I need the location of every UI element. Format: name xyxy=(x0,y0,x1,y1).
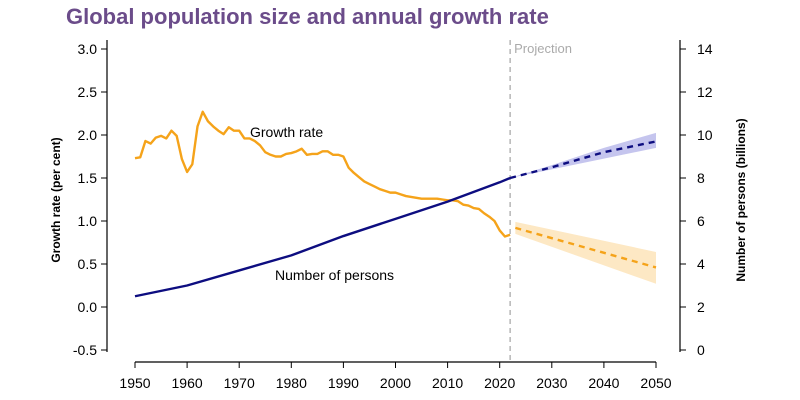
x-tick-label: 2050 xyxy=(640,375,671,391)
population-band xyxy=(510,132,656,178)
y-left-tick-label: 2.5 xyxy=(78,84,98,100)
y-left-tick-label: 1.5 xyxy=(78,170,98,186)
population-projection xyxy=(509,140,657,180)
population-line xyxy=(134,176,511,298)
y-left-tick-label: 2.0 xyxy=(78,127,98,143)
y-right-tick-label: 6 xyxy=(697,213,705,229)
x-tick-label: 2040 xyxy=(588,375,619,391)
y-right-tick-label: 8 xyxy=(697,170,705,186)
y-right-tick-label: 10 xyxy=(697,127,713,143)
projection-label: Projection xyxy=(514,41,572,56)
x-tick-label: 1970 xyxy=(224,375,255,391)
y-left-tick-label: 1.0 xyxy=(78,213,98,229)
x-tick-label: 2000 xyxy=(380,375,411,391)
y-left-tick-label: 0.5 xyxy=(78,256,98,272)
y-right-label: Number of persons (billions) xyxy=(734,118,748,281)
x-tick-label: 2030 xyxy=(536,375,567,391)
y-right-tick-label: 12 xyxy=(697,84,713,100)
y-right-tick-label: 0 xyxy=(697,342,705,358)
growth-rate-label: Growth rate xyxy=(250,124,323,140)
x-tick-label: 2010 xyxy=(432,375,463,391)
growth-rate-band xyxy=(515,221,656,284)
y-right-tick-label: 4 xyxy=(697,256,705,272)
x-tick-label: 2020 xyxy=(484,375,515,391)
x-tick-label: 1980 xyxy=(276,375,307,391)
x-tick-label: 1990 xyxy=(328,375,359,391)
y-right-tick-label: 2 xyxy=(697,299,705,315)
population-label: Number of persons xyxy=(275,267,394,283)
x-tick-label: 1960 xyxy=(172,375,203,391)
y-right-tick-label: 14 xyxy=(697,41,713,57)
growth-rate-line xyxy=(134,110,511,238)
chart-title: Global population size and annual growth… xyxy=(66,4,549,29)
growth-rate-projection xyxy=(515,226,657,269)
y-left-tick-label: 3.0 xyxy=(78,41,98,57)
y-left-tick-label: 0.0 xyxy=(78,299,98,315)
y-left-label: Growth rate (per cent) xyxy=(49,137,63,262)
x-tick-label: 1950 xyxy=(119,375,150,391)
y-left-tick-label: -0.5 xyxy=(73,342,97,358)
